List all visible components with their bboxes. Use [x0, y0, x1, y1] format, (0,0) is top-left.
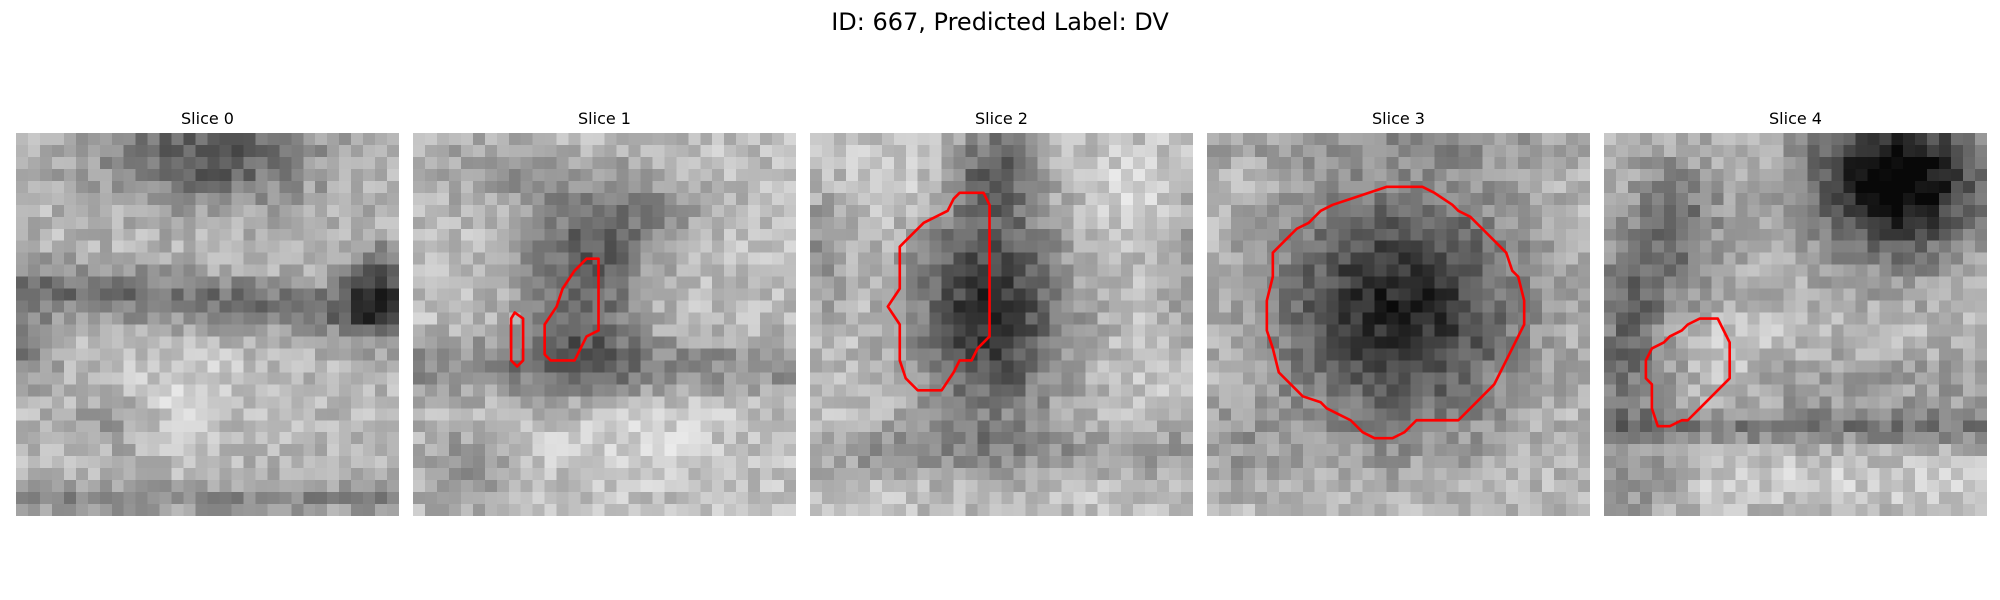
slice-image-2 [810, 133, 1193, 516]
slice-title-0: Slice 0 [181, 109, 234, 128]
slice-title-3: Slice 3 [1372, 109, 1425, 128]
roi-contour [886, 191, 991, 392]
roi-contour [1644, 317, 1731, 428]
slice-image-1 [413, 133, 796, 516]
roi-contour [1265, 185, 1526, 440]
roi-contour [543, 257, 600, 362]
slice-image-3 [1207, 133, 1590, 516]
slice-panel-4: Slice 4 [1603, 107, 1988, 516]
slice-image-0 [16, 133, 399, 516]
slice-title-2: Slice 2 [975, 109, 1028, 128]
slice-panel-1: Slice 1 [412, 107, 797, 516]
roi-contour [509, 311, 525, 368]
figure-title: ID: 667, Predicted Label: DV [831, 8, 1169, 36]
slice-panel-3: Slice 3 [1206, 107, 1591, 516]
slice-title-4: Slice 4 [1769, 109, 1822, 128]
slice-panel-2: Slice 2 [809, 107, 1194, 516]
slice-image-4 [1604, 133, 1987, 516]
slice-title-1: Slice 1 [578, 109, 631, 128]
slice-panel-0: Slice 0 [15, 107, 400, 516]
